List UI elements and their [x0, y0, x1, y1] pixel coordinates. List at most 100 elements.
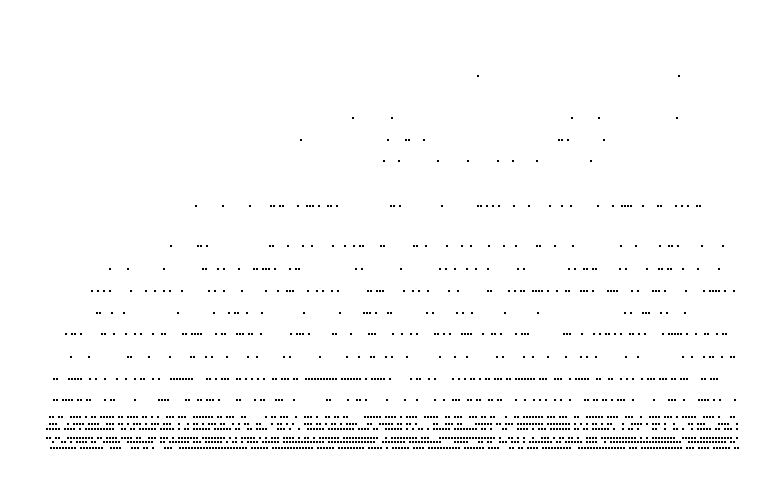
pattern-dot	[718, 423, 720, 425]
pattern-dot	[398, 447, 400, 449]
pattern-dot	[271, 423, 273, 425]
pattern-dot	[214, 290, 216, 292]
pattern-dot	[721, 423, 723, 425]
pattern-dot	[218, 447, 220, 449]
pattern-dot	[169, 441, 171, 443]
pattern-dot	[595, 437, 597, 439]
pattern-dot	[520, 290, 522, 292]
pattern-dot	[682, 268, 684, 270]
pattern-dot	[53, 447, 55, 449]
pattern-dot	[205, 356, 207, 358]
pattern-dot	[604, 437, 606, 439]
pattern-dot	[634, 437, 636, 439]
pattern-dot	[178, 441, 180, 443]
pattern-dot	[446, 245, 448, 247]
pattern-dot	[595, 416, 597, 418]
pattern-dot	[523, 290, 525, 292]
pattern-dot	[493, 416, 495, 418]
pattern-dot	[228, 312, 230, 314]
pattern-dot	[292, 441, 294, 443]
pattern-dot	[190, 437, 192, 439]
pattern-dot	[284, 447, 286, 449]
pattern-dot	[185, 399, 187, 401]
pattern-dot	[608, 333, 610, 335]
pattern-dot	[226, 441, 228, 443]
pattern-dot	[490, 416, 492, 418]
pattern-dot	[706, 428, 708, 430]
pattern-dot	[659, 447, 661, 449]
pattern-dot	[718, 416, 720, 418]
pattern-dot	[278, 447, 280, 449]
pattern-dot	[709, 441, 711, 443]
pattern-dot	[479, 447, 481, 449]
pattern-dot	[586, 428, 588, 430]
pattern-dot	[492, 205, 494, 207]
pattern-dot	[658, 416, 660, 418]
pattern-dot	[616, 437, 618, 439]
pattern-dot	[685, 437, 687, 439]
pattern-dot	[574, 428, 576, 430]
pattern-dot	[532, 441, 534, 443]
pattern-dot	[91, 428, 93, 430]
pattern-dot	[458, 378, 460, 380]
pattern-dot	[724, 290, 726, 292]
pattern-dot	[323, 378, 325, 380]
pattern-dot	[118, 416, 120, 418]
pattern-dot	[526, 428, 528, 430]
pattern-dot	[694, 437, 696, 439]
pattern-dot	[556, 428, 558, 430]
pattern-dot	[494, 378, 496, 380]
pattern-dot	[605, 447, 607, 449]
pattern-dot	[307, 437, 309, 439]
pattern-dot	[475, 423, 477, 425]
pattern-dot	[472, 437, 474, 439]
pattern-dot	[563, 447, 565, 449]
pattern-dot	[307, 290, 309, 292]
pattern-dot	[148, 356, 150, 358]
pattern-dot	[97, 428, 99, 430]
pattern-dot	[436, 416, 438, 418]
pattern-dot	[680, 378, 682, 380]
pattern-dot	[432, 312, 434, 314]
pattern-dot	[433, 428, 435, 430]
pattern-dot	[430, 441, 432, 443]
pattern-dot	[538, 441, 540, 443]
pattern-dot	[481, 416, 483, 418]
pattern-dot	[97, 290, 99, 292]
pattern-dot	[299, 447, 301, 449]
pattern-dot	[148, 428, 150, 430]
pattern-dot	[497, 399, 499, 401]
pattern-dot	[254, 447, 256, 449]
pattern-dot	[361, 268, 363, 270]
pattern-dot	[596, 378, 598, 380]
pattern-dot	[191, 447, 193, 449]
pattern-dot	[593, 447, 595, 449]
pattern-dot	[346, 423, 348, 425]
pattern-dot	[191, 378, 193, 380]
pattern-dot	[169, 356, 171, 358]
pattern-dot	[681, 205, 683, 207]
pattern-dot	[680, 447, 682, 449]
pattern-dot	[281, 378, 283, 380]
pattern-dot	[332, 378, 334, 380]
pattern-dot	[200, 333, 202, 335]
pattern-dot	[313, 441, 315, 443]
pattern-dot	[307, 441, 309, 443]
pattern-dot	[733, 290, 735, 292]
pattern-dot	[178, 416, 180, 418]
pattern-dot	[319, 441, 321, 443]
pattern-dot	[640, 437, 642, 439]
pattern-dot	[595, 428, 597, 430]
pattern-dot	[709, 416, 711, 418]
pattern-dot	[217, 437, 219, 439]
pattern-dot	[622, 437, 624, 439]
pattern-dot	[220, 437, 222, 439]
pattern-dot	[302, 333, 304, 335]
pattern-dot	[343, 416, 345, 418]
pattern-dot	[553, 437, 555, 439]
pattern-dot	[259, 423, 261, 425]
pattern-dot	[494, 333, 496, 335]
pattern-dot	[572, 245, 574, 247]
pattern-dot	[532, 437, 534, 439]
pattern-dot	[587, 378, 589, 380]
